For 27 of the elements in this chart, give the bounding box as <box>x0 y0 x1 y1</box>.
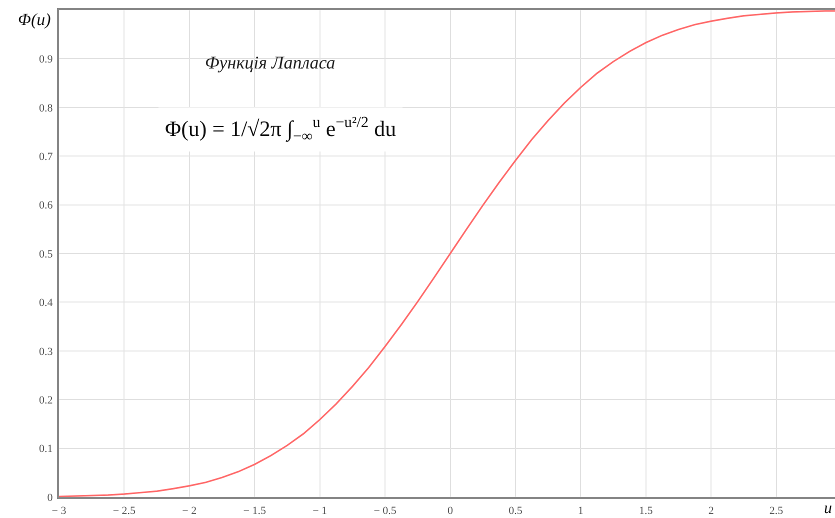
x-tick-label: 1 <box>578 505 584 518</box>
y-tick-label: 0.8 <box>39 102 54 114</box>
x-tick-label: 0.5 <box>508 505 523 518</box>
y-tick-label: 0.5 <box>39 248 54 260</box>
x-tick-label: − 3 <box>52 505 67 518</box>
x-tick-label: − 0.5 <box>374 505 397 518</box>
y-tick-label: 0.1 <box>39 443 53 456</box>
y-tick-label: 0.6 <box>39 200 54 212</box>
y-tick-label: 0.9 <box>39 54 54 66</box>
y-tick-label: 0.7 <box>39 150 54 163</box>
annotation: Φ(u) = 1/√2π ∫$_{−∞}$$^{u}$ e$^{−u²/2}$ du <box>165 114 396 145</box>
y-tick-label: 0 <box>47 492 54 504</box>
x-tick-label: − 1 <box>312 505 328 518</box>
x-tick-label: 2 <box>708 505 714 518</box>
x-tick-label: − 1.5 <box>243 505 266 518</box>
line-series <box>59 10 835 497</box>
y-tick-label: 0.2 <box>39 394 53 406</box>
x-tick-label: 2.5 <box>769 505 784 518</box>
x-tick-label: − 2 <box>182 505 197 518</box>
x-axis-title: u <box>824 500 832 517</box>
x-tick-label: 1.5 <box>639 505 654 518</box>
text: Функція Лапласа <box>204 52 336 72</box>
y-axis-title: Φ(u) <box>18 10 52 29</box>
x-tick-label: 0 <box>448 505 454 518</box>
x-tick-label: − 2.5 <box>112 505 136 518</box>
y-tick-label: 0.3 <box>39 346 54 358</box>
y-tick-label: 0.4 <box>39 297 54 310</box>
